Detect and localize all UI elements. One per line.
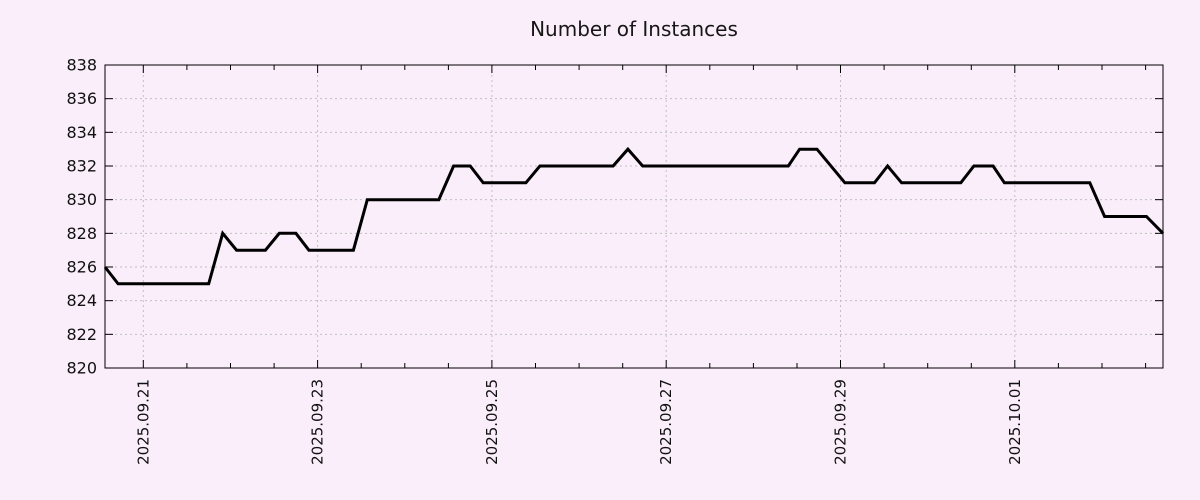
y-tick-label: 822: [66, 325, 97, 344]
x-tick-label: 2025.09.27: [657, 379, 675, 465]
y-tick-label: 824: [66, 291, 97, 310]
y-tick-label: 838: [66, 56, 97, 75]
series-line-instances: [103, 146, 1165, 286]
x-tick-label: 2025.09.25: [483, 379, 501, 465]
y-tick-label: 830: [66, 190, 97, 209]
x-tick-label: 2025.09.29: [832, 379, 850, 465]
y-tick-label: 836: [66, 89, 97, 108]
y-tick-label: 828: [66, 224, 97, 243]
x-tick-label: 2025.09.21: [134, 379, 152, 465]
y-tick-label: 832: [66, 157, 97, 176]
y-tick-label: 826: [66, 258, 97, 277]
plot-border: [104, 64, 1164, 369]
y-tick-label: 834: [66, 123, 97, 142]
y-tick-label: 820: [66, 359, 97, 378]
chart-title: Number of Instances: [530, 17, 738, 41]
x-tick-label: 2025.10.01: [1006, 379, 1024, 465]
x-tick-label: 2025.09.23: [309, 379, 327, 465]
